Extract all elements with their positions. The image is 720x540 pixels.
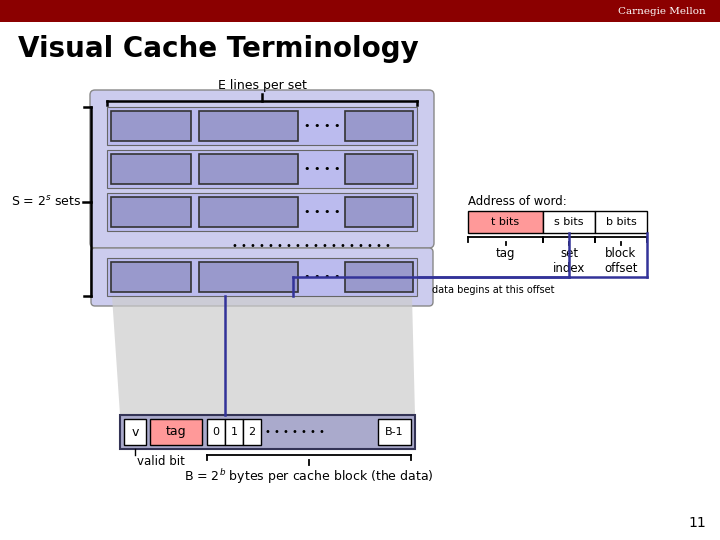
Bar [543, 211, 595, 233]
Bar [595, 211, 647, 233]
Text: 0: 0 [212, 427, 220, 437]
Bar [107, 107, 417, 145]
Bar [468, 211, 543, 233]
Text: Carnegie Mellon: Carnegie Mellon [618, 6, 706, 16]
Text: tag: tag [166, 426, 186, 438]
Bar [107, 150, 417, 188]
Text: b bits: b bits [606, 217, 636, 227]
Bar [207, 419, 225, 445]
Text: • • • •: • • • • [304, 121, 341, 131]
Polygon shape [112, 296, 415, 415]
Bar [124, 419, 146, 445]
Text: 1: 1 [230, 427, 238, 437]
Bar [107, 258, 417, 296]
Bar [345, 111, 413, 141]
Text: Visual Cache Terminology: Visual Cache Terminology [18, 35, 419, 63]
Bar [243, 419, 261, 445]
Bar [111, 154, 191, 184]
Text: 2: 2 [248, 427, 256, 437]
Text: data begins at this offset: data begins at this offset [432, 285, 554, 295]
Text: E lines per set: E lines per set [217, 79, 307, 92]
Bar [111, 262, 191, 292]
Bar [111, 197, 191, 227]
Bar [378, 419, 411, 445]
Text: v: v [131, 426, 139, 438]
Text: tag: tag [496, 247, 516, 260]
Bar [345, 262, 413, 292]
FancyBboxPatch shape [90, 90, 434, 248]
Bar [199, 262, 298, 292]
Bar [199, 111, 298, 141]
Text: S = 2$^s$ sets: S = 2$^s$ sets [11, 194, 81, 208]
Bar [107, 193, 417, 231]
Bar [111, 111, 191, 141]
Text: • • • •: • • • • [304, 207, 341, 217]
Bar [225, 419, 243, 445]
Text: • • • •: • • • • [304, 164, 341, 174]
Bar [345, 197, 413, 227]
Bar [199, 154, 298, 184]
Bar [120, 415, 415, 449]
Text: set
index: set index [553, 247, 585, 275]
FancyBboxPatch shape [91, 248, 433, 306]
Text: B = 2$^b$ bytes per cache block (the data): B = 2$^b$ bytes per cache block (the dat… [184, 467, 433, 486]
Text: • • • • • • • • • • • • • • • • • •: • • • • • • • • • • • • • • • • • • [232, 241, 394, 251]
Text: 11: 11 [688, 516, 706, 530]
Text: • • • • • • •: • • • • • • • [265, 427, 325, 437]
Text: block
offset: block offset [604, 247, 638, 275]
Bar [199, 197, 298, 227]
Text: • • • •: • • • • [304, 272, 341, 282]
Text: t bits: t bits [492, 217, 520, 227]
Bar [345, 154, 413, 184]
Text: B-1: B-1 [385, 427, 404, 437]
Bar [150, 419, 202, 445]
Bar [0, 0, 720, 22]
Text: Address of word:: Address of word: [468, 195, 567, 208]
Text: valid bit: valid bit [137, 455, 185, 468]
Text: s bits: s bits [554, 217, 584, 227]
